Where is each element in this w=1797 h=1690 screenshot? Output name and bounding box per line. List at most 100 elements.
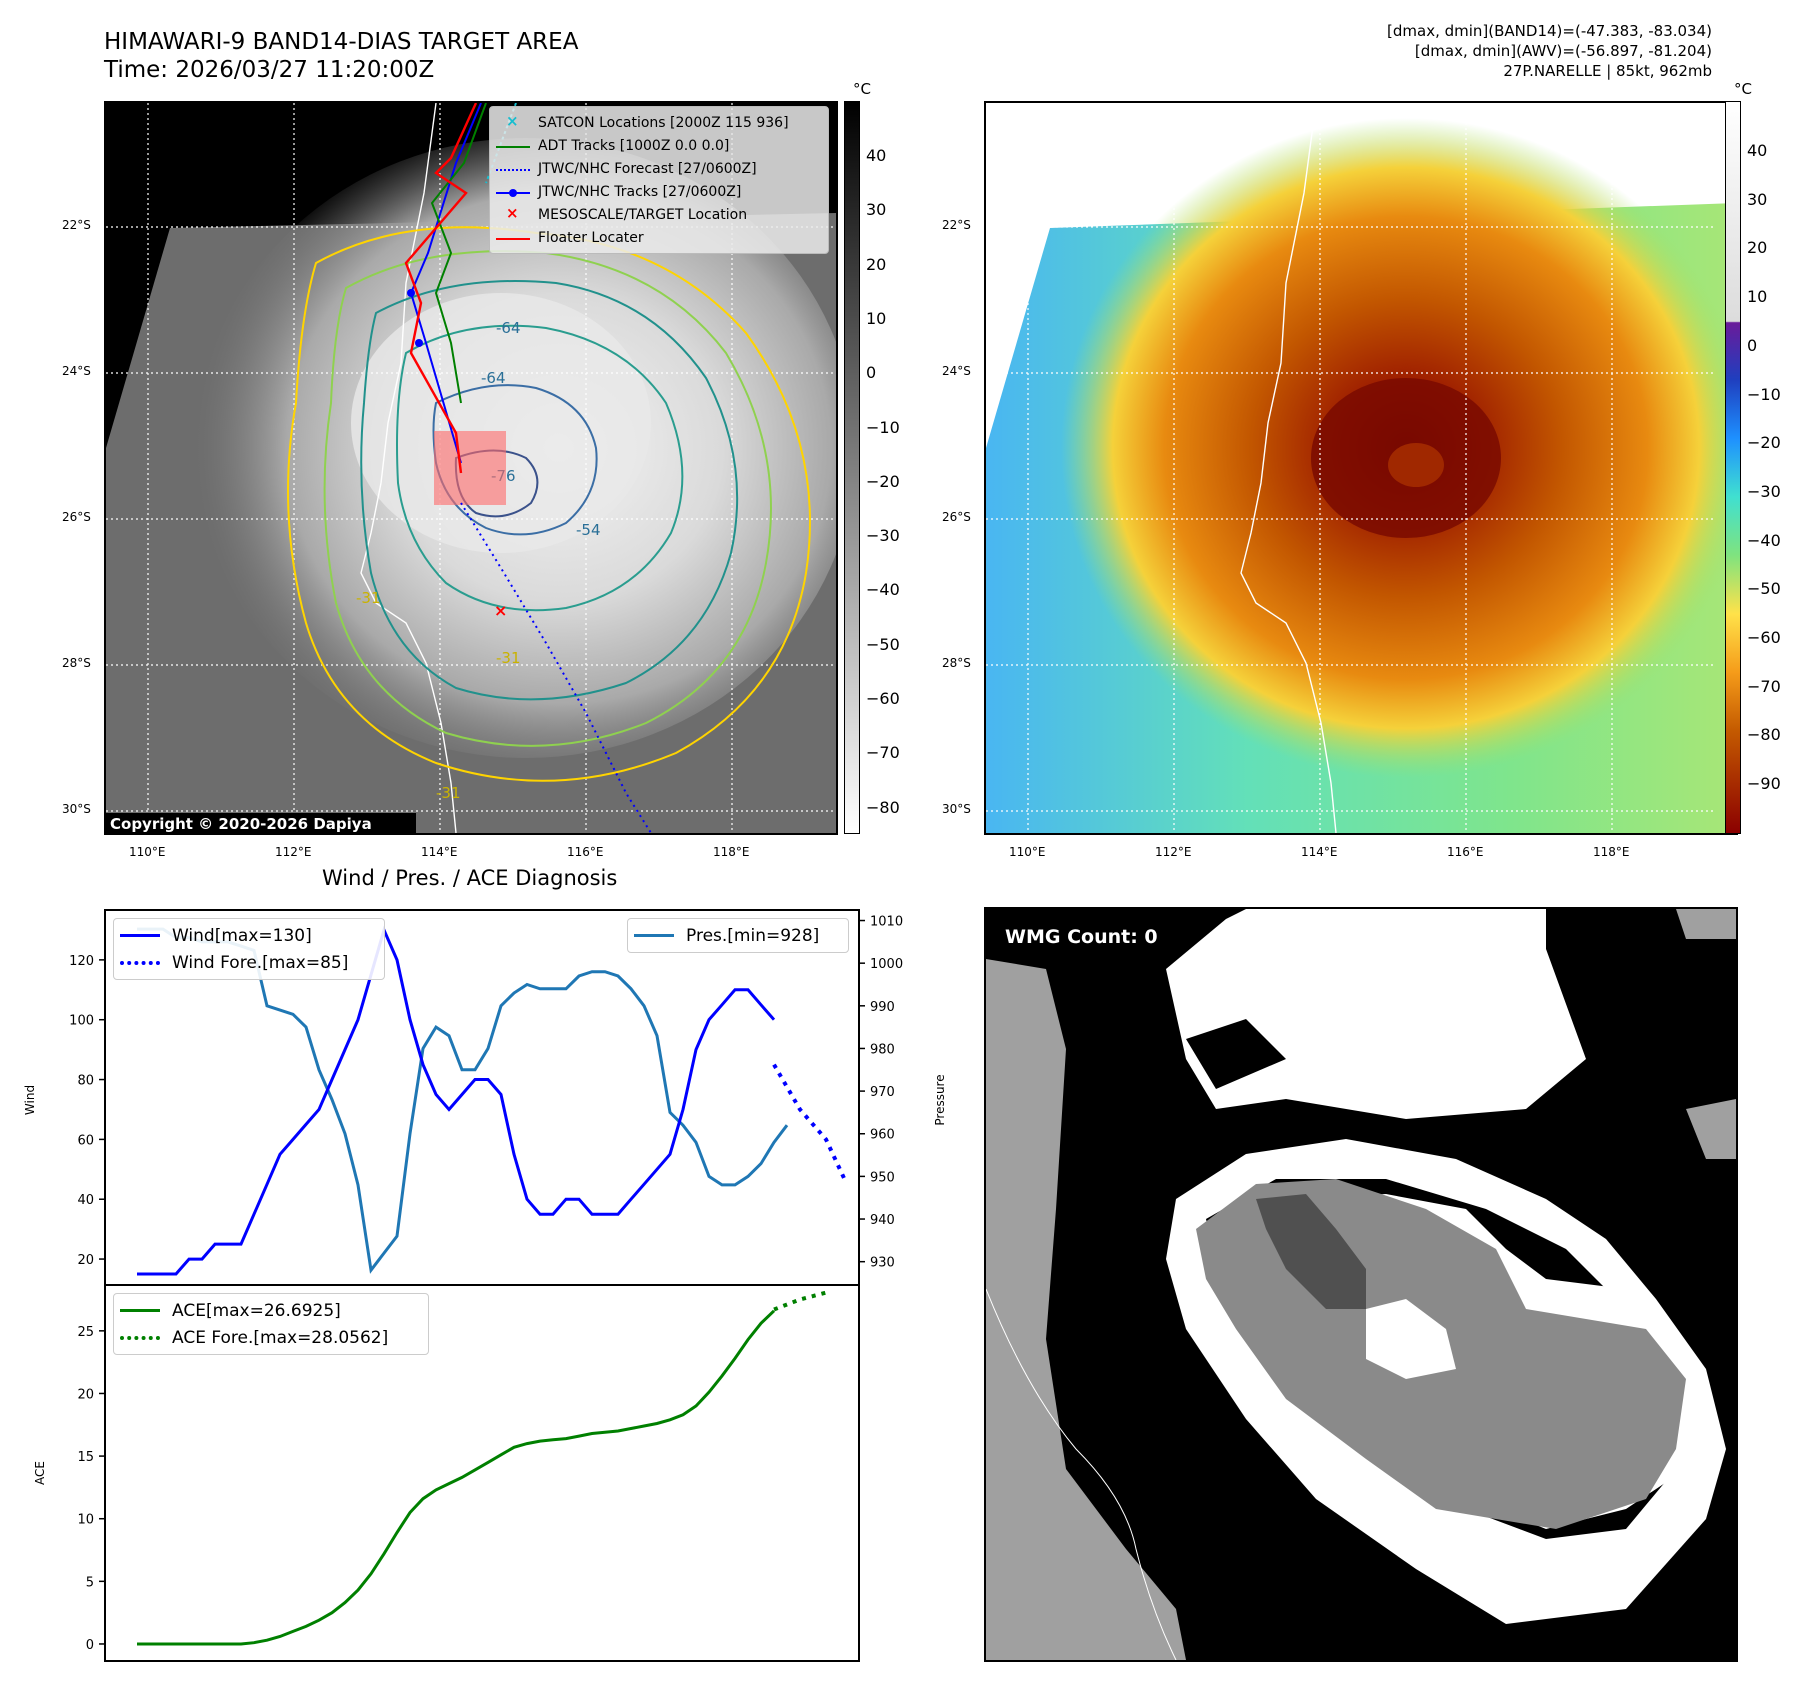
- axis-tick-label: 100: [69, 1014, 94, 1029]
- axis-tick-label: 120: [69, 954, 94, 969]
- diagnosis-title: Wind / Pres. / ACE Diagnosis: [322, 866, 618, 890]
- lat-label: 26°S: [942, 510, 971, 524]
- wind-fore-legend-swatch: [120, 960, 160, 965]
- colorbar-tick-label: −70: [1747, 676, 1781, 696]
- lon-label: 110°E: [1009, 845, 1046, 859]
- jtwc-track-point: [407, 289, 415, 297]
- colorbar-tick-label: 0: [866, 363, 877, 383]
- axis-tick-label: 60: [77, 1133, 94, 1148]
- wind-legend: Wind[max=130] Wind Fore.[max=85]: [113, 918, 385, 980]
- target-area-box: [434, 431, 506, 505]
- wmg-coastline: [986, 1288, 1177, 1660]
- ace-axis-label: ACE: [33, 1461, 47, 1485]
- contour-label: -64: [481, 369, 506, 387]
- contour-label-group: -64 -64 -76 -54 -31 -31 -31: [356, 319, 601, 802]
- lat-label: 28°S: [942, 656, 971, 670]
- wmg-dark-center: [1256, 1194, 1366, 1309]
- forecast-legend-icon: [496, 162, 530, 176]
- cloud-core: [351, 293, 651, 553]
- contour-label: -64: [496, 319, 521, 337]
- ir-colorbar-unit: °C: [853, 80, 871, 98]
- map-gridlines: [986, 103, 1716, 833]
- axis-tick-label: 980: [870, 1042, 895, 1057]
- wind-legend-item: Wind[max=130]: [120, 922, 378, 949]
- contour-label: -31: [436, 784, 461, 802]
- legend-item-jtwc-forecast: JTWC/NHC Forecast [27/0600Z]: [496, 157, 822, 180]
- target-location-marker: ×: [494, 601, 507, 620]
- coastline: [360, 103, 457, 833]
- wmg-label-bg: [998, 923, 1183, 949]
- contour-label: -31: [356, 589, 381, 607]
- ace-fore-legend-item: ACE Fore.[max=28.0562]: [120, 1324, 422, 1351]
- ace-legend-swatch: [120, 1309, 160, 1312]
- axis-tick-label: 960: [870, 1128, 895, 1143]
- axis-tick-label: 40: [77, 1193, 94, 1208]
- wmg-count-label: WMG Count: 0: [1005, 926, 1158, 948]
- copyright-bg: [106, 813, 416, 833]
- axis-tick-label: 1010: [870, 915, 903, 930]
- axis-tick-label: 950: [870, 1170, 895, 1185]
- pressure-legend-swatch: [634, 934, 674, 937]
- wmg-gray-patch: [1686, 1099, 1736, 1159]
- colorbar-tick-label: 30: [866, 200, 887, 220]
- enhanced-map-panel: [984, 101, 1738, 835]
- enhanced-colorbar-unit: °C: [1734, 80, 1752, 98]
- wind-y-ticks: 20 40 60 80 100 120: [69, 954, 105, 1268]
- lon-label: 116°E: [1447, 845, 1484, 859]
- axis-tick-label: 0: [86, 1638, 94, 1653]
- ace-fore-legend-swatch: [120, 1335, 160, 1340]
- lon-label: 112°E: [275, 845, 312, 859]
- colorbar-tick-label: 40: [1747, 141, 1768, 160]
- colorbar-tick-label: −30: [1747, 481, 1781, 501]
- enhanced-map-svg: [986, 103, 1736, 833]
- colorbar-tick-label: −60: [866, 689, 900, 708]
- map-title-line1: HIMAWARI-9 BAND14-DIAS TARGET AREA: [104, 29, 579, 55]
- lat-label: 30°S: [62, 802, 91, 816]
- axis-tick-label: 1000: [870, 957, 903, 972]
- lon-label: 118°E: [1593, 845, 1630, 859]
- lat-label: 24°S: [942, 364, 971, 378]
- axis-tick-label: 10: [77, 1513, 94, 1528]
- ace-legend-item: ACE[max=26.6925]: [120, 1297, 422, 1324]
- ir-map-panel: -64 -64 -76 -54 -31 -31 -31 × Copyright …: [104, 101, 838, 835]
- wmg-panel: WMG Count: 0: [984, 907, 1738, 1662]
- lon-label: 114°E: [421, 845, 458, 859]
- adt-legend-icon: [496, 139, 530, 153]
- ir-map-svg: -64 -64 -76 -54 -31 -31 -31 × Copyright …: [106, 103, 836, 833]
- legend-item-adt: ADT Tracks [1000Z 0.0 0.0]: [496, 134, 822, 157]
- pressure-legend-item: Pres.[min=928]: [634, 922, 842, 949]
- axis-tick-label: 970: [870, 1085, 895, 1100]
- colorbar-tick-label: −50: [1747, 579, 1781, 599]
- colorbar-tick-label: 10: [866, 308, 887, 328]
- pressure-axis-label: Pressure: [933, 1074, 947, 1125]
- legend-item-target: × MESOSCALE/TARGET Location: [496, 203, 822, 226]
- adt-track: [430, 103, 487, 404]
- ace-legend: ACE[max=26.6925] ACE Fore.[max=28.0562]: [113, 1293, 429, 1355]
- wind-fore-legend-item: Wind Fore.[max=85]: [120, 949, 378, 976]
- contour-label: -31: [496, 649, 521, 667]
- colorbar-tick-label: 40: [866, 146, 887, 165]
- axis-tick-label: 80: [77, 1074, 94, 1089]
- colorbar-tick-label: 30: [1747, 189, 1768, 209]
- colorbar-tick-label: −50: [866, 634, 900, 654]
- colorbar-tick-label: 0: [1747, 335, 1758, 355]
- colorbar-tick-label: −30: [866, 526, 900, 546]
- target-legend-icon: ×: [506, 203, 519, 222]
- lon-label: 112°E: [1155, 845, 1192, 859]
- storm-info-text: 27P.NARELLE | 85kt, 962mb: [1503, 62, 1712, 80]
- copyright-text: Copyright © 2020-2026 Dapiya: [110, 815, 372, 833]
- colorbar-tick-label: −80: [866, 797, 900, 817]
- lat-label: 22°S: [942, 218, 971, 232]
- pressure-y-ticks: 930 940 950 960 970 980 990 1000 1010: [859, 915, 903, 1271]
- colorbar-tick-label: −40: [1747, 530, 1781, 550]
- colorbar-tick-label: 10: [1747, 287, 1768, 307]
- axis-tick-label: 5: [86, 1575, 94, 1590]
- colorbar-tick-label: −10: [1747, 384, 1781, 404]
- lat-label: 28°S: [62, 656, 91, 670]
- wmg-svg: WMG Count: 0: [986, 909, 1736, 1660]
- wind-line: [137, 925, 776, 1276]
- lat-label: 22°S: [62, 218, 91, 232]
- legend-item-jtwc-tracks: JTWC/NHC Tracks [27/0600Z]: [496, 180, 822, 203]
- satcon-legend-icon: ×: [506, 111, 519, 130]
- axis-tick-label: 15: [77, 1450, 94, 1465]
